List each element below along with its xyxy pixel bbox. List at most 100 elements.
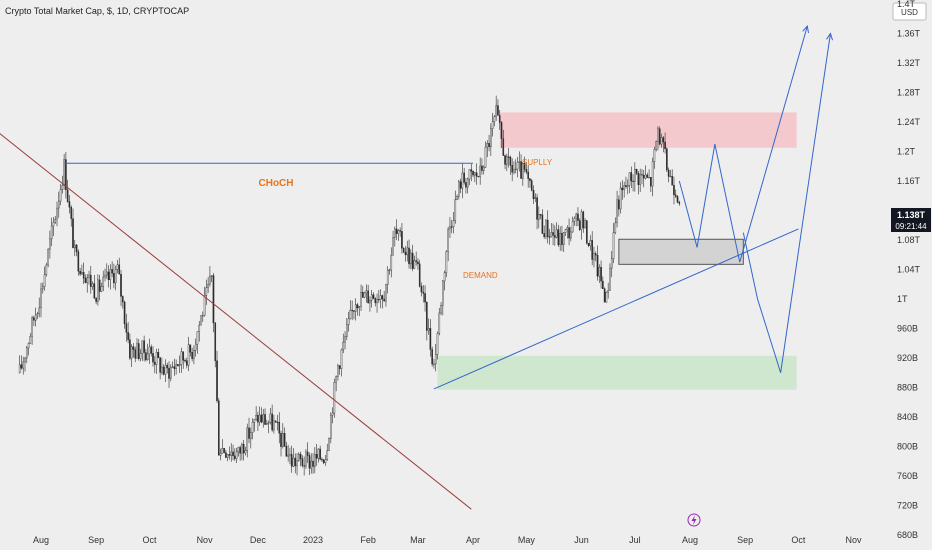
candle-body [290,454,293,467]
candle-body [575,213,577,219]
candle-body [66,189,69,202]
candle-body [475,172,478,177]
range-box[interactable] [618,238,744,265]
candle-body [123,301,126,324]
price-tag-value: 1.138T [897,210,926,220]
candle-body [98,279,101,292]
time-axis[interactable]: Aug Sep Oct Nov Dec 2023 Feb Mar Apr May Jun Jul Aug… [33,535,862,545]
candle-body [305,451,307,467]
candle-body [678,202,681,204]
candle-body [326,450,329,460]
candle-body [159,357,161,373]
candle-body [155,352,158,365]
candle-body [257,415,259,423]
candle-body [250,432,252,439]
y-tick-label: 1T [897,294,908,304]
candle-body [639,174,641,185]
candle-body [593,253,595,260]
candle-body [623,185,625,191]
candle-body [463,172,465,183]
candle-body [258,414,261,423]
candle-body [161,366,163,373]
candle-body [111,269,113,274]
x-tick-label: 2023 [303,535,323,545]
candle-body [607,289,609,293]
candle-body [22,361,25,369]
candle-body [399,230,401,232]
candle-body [184,360,186,362]
candle-body [507,156,510,158]
candle-body [139,353,142,359]
demand-zone[interactable] [437,355,797,390]
candle-body [614,222,617,233]
price-tag [891,208,931,232]
candle-body [223,448,225,453]
candle-body [648,177,650,179]
x-tick-label: Dec [250,535,267,545]
projection-path-b[interactable] [742,33,831,373]
candle-body [484,146,487,168]
candle-body [91,283,94,287]
candle-body [354,304,357,312]
candle-body [362,292,364,298]
candle-body [360,292,362,307]
candle-body [554,235,556,238]
descending-trendline[interactable] [0,100,472,510]
candle-body [468,169,471,180]
x-tick-label: Jun [574,535,589,545]
candle-body [308,455,311,469]
candle-body [200,315,202,326]
ascending-trendline[interactable] [433,228,799,390]
candle-body [335,376,337,383]
candle-body [619,187,622,210]
candle-body [621,187,624,191]
candle-body [340,349,343,369]
y-tick-label: 1.24T [897,117,921,127]
candle-body [239,447,241,454]
demand-label: DEMAND [463,271,498,280]
candle-body [390,254,393,271]
candle-body [38,307,41,314]
candle-body [511,165,513,173]
candle-body [312,460,314,467]
candle-body [618,199,620,210]
candle-body [410,252,412,265]
candle-body [566,227,569,230]
candle-body [358,306,361,309]
candle-body [427,328,430,331]
candle-body [397,230,400,234]
projection-path-a[interactable] [678,25,808,263]
x-tick-label: Apr [466,535,480,545]
candle-body [127,332,129,340]
candle-body [365,290,368,294]
candle-body [109,269,112,281]
candle-body [591,240,593,260]
candle-body [225,452,227,458]
candle-body [442,280,444,306]
supply-zone[interactable] [499,112,797,148]
candle-body [136,343,138,359]
candle-body [568,227,570,239]
candle-body [255,415,257,420]
candle-body [301,458,304,466]
candle-body [433,363,435,365]
x-tick-labels: Aug Sep Oct Nov Dec 2023 Feb Mar Apr May Jun Jul Aug… [33,535,862,545]
candle-body [543,233,545,237]
candle-body [509,157,512,166]
candle-body [520,161,522,179]
candle-body [598,266,601,277]
candle-body [264,414,266,425]
currency-box[interactable] [892,2,927,21]
candle-body [121,296,124,303]
flash-icon[interactable] [687,513,701,527]
candle-body [674,194,677,197]
candle-body [582,211,585,229]
candle-body [287,454,289,457]
candle-body [513,169,515,173]
candle-body [570,231,572,239]
candle-body [337,365,339,377]
candle-body [673,184,675,196]
price-axis[interactable]: USD 1.44T1.4T1.36T1.32T1.28T1.24T1.2T1.1… [890,0,932,550]
candle-body [653,149,656,162]
